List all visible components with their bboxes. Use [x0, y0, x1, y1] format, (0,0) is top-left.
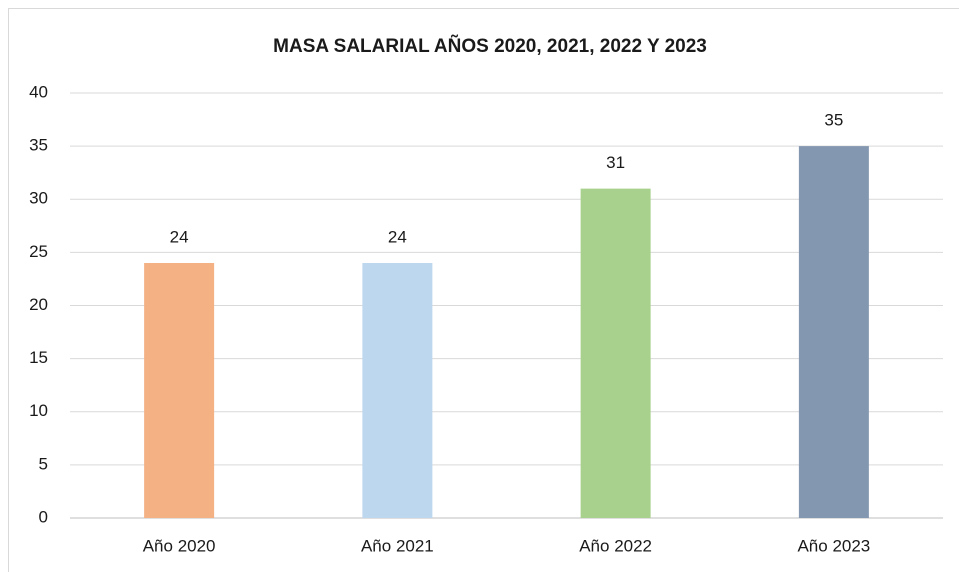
data-label: 24: [388, 227, 407, 246]
y-tick-label: 10: [29, 401, 48, 420]
x-tick-label: Año 2022: [579, 536, 652, 555]
y-tick-label: 15: [29, 348, 48, 367]
y-tick-label: 25: [29, 242, 48, 261]
data-label: 24: [170, 227, 189, 246]
bar: [362, 263, 433, 518]
y-tick-label: 0: [39, 507, 48, 526]
y-tick-label: 35: [29, 136, 48, 155]
y-tick-label: 40: [29, 82, 48, 101]
bar: [798, 146, 869, 518]
y-tick-label: 30: [29, 189, 48, 208]
data-label: 31: [606, 153, 625, 172]
chart-title: MASA SALARIAL AÑOS 2020, 2021, 2022 Y 20…: [273, 35, 707, 57]
bar: [580, 188, 651, 518]
bar: [144, 263, 215, 518]
x-tick-label: Año 2023: [797, 536, 870, 555]
data-label: 35: [824, 111, 843, 130]
x-tick-label: Año 2020: [143, 536, 216, 555]
x-tick-label: Año 2021: [361, 536, 434, 555]
y-tick-label: 20: [29, 295, 48, 314]
y-tick-label: 5: [39, 454, 48, 473]
